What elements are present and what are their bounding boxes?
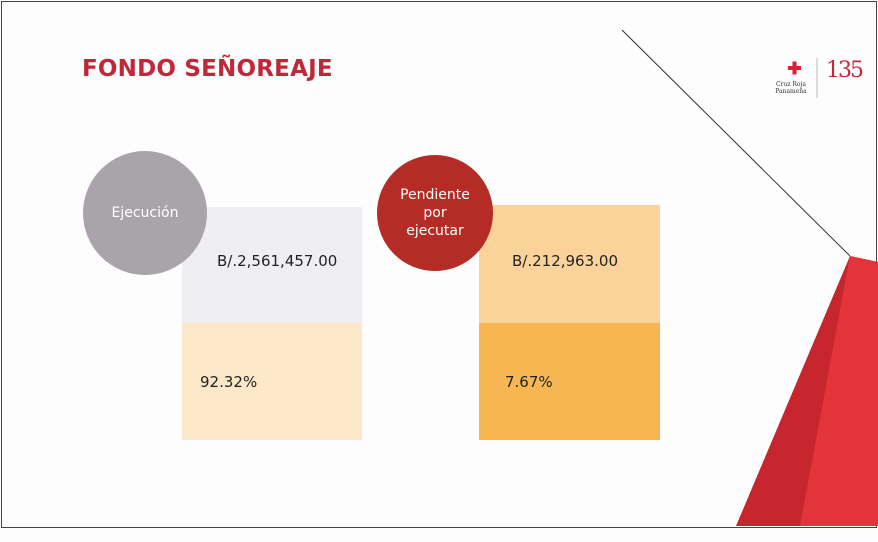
- amount-box: [182, 207, 362, 323]
- percent-box: [182, 323, 362, 440]
- red-triangle-highlight: [800, 256, 878, 526]
- card-percent: 92.32%: [200, 373, 258, 391]
- card-label: Ejecución: [111, 205, 179, 221]
- diagonal-line: [621, 29, 851, 257]
- card-label-circle: Pendiente por ejecutar: [377, 155, 493, 271]
- logo-years: 135: [826, 58, 864, 83]
- card-amount: B/.2,561,457.00: [217, 252, 338, 270]
- card-percent: 7.67%: [505, 373, 553, 391]
- card-label: Pendiente por ejecutar: [400, 187, 470, 239]
- card-amount: B/.212,963.00: [512, 252, 618, 270]
- percent-box: [479, 323, 660, 440]
- logo-cross: [792, 61, 797, 75]
- card-label-circle: Ejecución: [83, 151, 207, 275]
- slide-title: FONDO SEÑOREAJE: [82, 56, 333, 82]
- logo-name: Cruz Roja Panameña: [775, 81, 807, 95]
- amount-box: [479, 205, 660, 323]
